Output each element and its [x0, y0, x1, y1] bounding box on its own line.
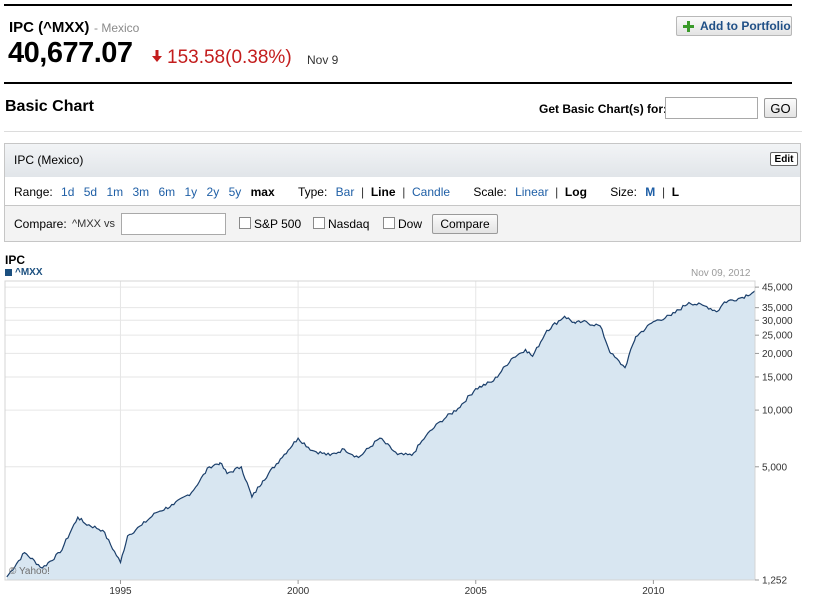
range-5y[interactable]: 5y	[228, 185, 242, 199]
quote-change: 153.58(0.38%)	[167, 47, 292, 68]
section-divider	[4, 131, 802, 132]
get-chart-input[interactable]	[665, 97, 758, 119]
dow-label: Dow	[398, 217, 423, 231]
x-tick-label: 2000	[287, 586, 310, 597]
top-rule	[4, 4, 792, 6]
range-2y[interactable]: 2y	[206, 185, 220, 199]
compare-prefix: ^MXX vs	[72, 218, 116, 230]
range-max[interactable]: max	[250, 185, 275, 199]
y-tick-label: 20,000	[762, 349, 793, 360]
type-line[interactable]: Line	[370, 185, 396, 199]
header-rule	[4, 82, 792, 84]
range-label: Range:	[14, 185, 53, 199]
type-candle[interactable]: Candle	[412, 185, 451, 199]
chart-controls-panel	[4, 143, 801, 242]
options-row	[5, 177, 800, 206]
y-tick-label: 5,000	[762, 462, 787, 473]
plot-frame	[4, 280, 756, 581]
sp500-checkbox[interactable]	[239, 217, 251, 229]
nasdaq-checkbox[interactable]	[313, 217, 325, 229]
range-1m[interactable]: 1m	[106, 185, 124, 199]
add-to-portfolio-button[interactable]: Add to Portfolio	[676, 16, 792, 36]
chart-date-stamp: Nov 09, 2012	[691, 268, 751, 279]
quote-symbol: IPC (^MXX)	[9, 19, 90, 36]
range-6m[interactable]: 6m	[158, 185, 176, 199]
y-tick-label: 10,000	[762, 406, 793, 417]
nasdaq-label: Nasdaq	[328, 217, 370, 231]
type-bar[interactable]: Bar	[335, 185, 355, 199]
compare-button[interactable]: Compare	[432, 214, 498, 234]
y-tick-label: 15,000	[762, 372, 793, 383]
y-tick-label: 30,000	[762, 316, 793, 327]
range-5d[interactable]: 5d	[83, 185, 98, 199]
y-tick-label: 35,000	[762, 303, 793, 314]
edit-button[interactable]: Edit	[770, 152, 798, 166]
price-area	[6, 290, 756, 580]
quote-price: 40,677.07	[8, 37, 133, 69]
y-tick-label: 25,000	[762, 331, 793, 342]
chart-options: Range: 1d 5d 1m 3m 6m 1y 2y 5y max Type:…	[14, 185, 680, 199]
scale-log[interactable]: Log	[564, 185, 587, 199]
y-tick-label: 45,000	[762, 283, 793, 294]
range-1d[interactable]: 1d	[61, 185, 75, 199]
go-button[interactable]: GO	[764, 98, 797, 118]
chart-title: IPC	[5, 253, 26, 267]
x-axis: 1995 2000 2005 2010	[109, 580, 665, 597]
get-chart-label: Get Basic Chart(s) for:	[539, 102, 668, 116]
compare-input[interactable]	[121, 213, 226, 235]
x-tick-label: 1995	[109, 586, 132, 597]
size-l[interactable]: L	[671, 185, 680, 199]
size-m[interactable]: M	[645, 185, 656, 199]
plus-icon	[683, 20, 694, 32]
x-tick-label: 2010	[642, 586, 665, 597]
size-label: Size:	[610, 185, 637, 199]
x-tick-label: 2005	[465, 586, 488, 597]
quote-exchange: - Mexico	[94, 21, 140, 35]
price-line	[6, 290, 756, 578]
down-arrow-icon	[152, 49, 162, 63]
dow-checkbox[interactable]	[383, 217, 395, 229]
range-1y[interactable]: 1y	[184, 185, 198, 199]
legend-swatch	[5, 269, 12, 276]
quote-date: Nov 9	[307, 53, 339, 67]
panel-title: IPC (Mexico)	[14, 153, 84, 167]
scale-linear[interactable]: Linear	[515, 185, 549, 199]
scale-label: Scale:	[473, 185, 507, 199]
y-axis: 45,000 35,000 30,000 25,000 20,000 15,000 10,0…	[755, 283, 793, 587]
y-tick-label: 1,252	[762, 576, 787, 587]
legend-label: ^MXX	[15, 267, 43, 278]
add-to-portfolio-label: Add to Portfolio	[700, 19, 791, 33]
range-3m[interactable]: 3m	[132, 185, 150, 199]
compare-label: Compare:	[14, 217, 67, 231]
type-label: Type:	[297, 185, 328, 199]
basic-chart-title: Basic Chart	[5, 98, 94, 115]
yahoo-watermark: © Yahoo!	[9, 566, 50, 577]
sp500-label: S&P 500	[254, 217, 302, 231]
